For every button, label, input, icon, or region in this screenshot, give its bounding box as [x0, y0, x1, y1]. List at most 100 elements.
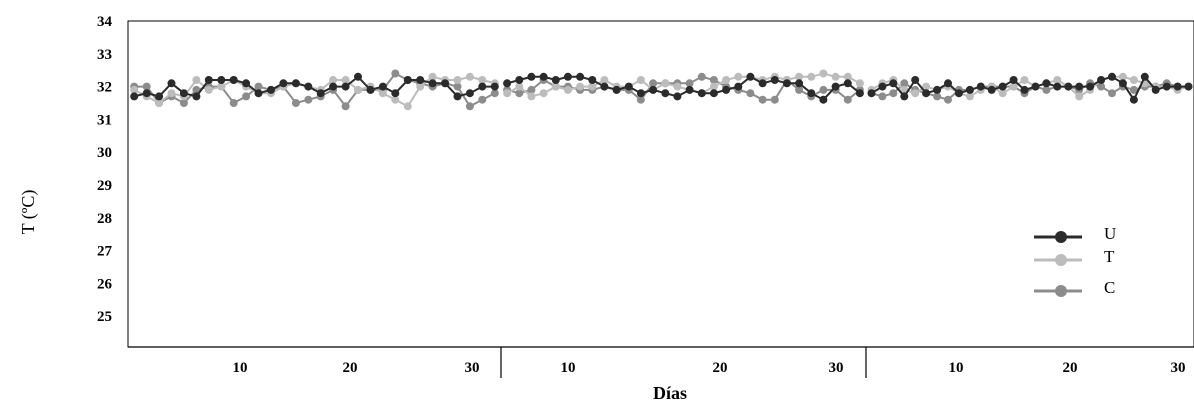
data-point [1118, 79, 1127, 88]
data-point [354, 72, 362, 81]
legend-marker [1055, 254, 1067, 266]
data-point [416, 76, 425, 84]
data-point [204, 76, 213, 84]
data-point [709, 76, 718, 84]
data-point [453, 76, 462, 84]
data-point [503, 79, 512, 88]
data-point [722, 85, 731, 94]
data-point [453, 82, 462, 91]
data-point [465, 102, 474, 111]
data-point [576, 82, 585, 91]
data-point [600, 82, 609, 91]
data-point [478, 82, 487, 91]
data-point [1108, 72, 1116, 81]
data-point [1129, 85, 1138, 94]
data-point [1053, 76, 1062, 84]
data-point [636, 76, 645, 84]
data-point [807, 72, 816, 81]
data-point [1031, 82, 1040, 91]
data-point [965, 85, 974, 94]
data-point [267, 85, 275, 94]
data-point [1053, 82, 1062, 91]
data-point [987, 85, 996, 94]
legend-marker [1055, 231, 1067, 243]
x-tick-label: 10 [233, 360, 248, 376]
legend-label: T [1104, 247, 1115, 266]
data-point [900, 92, 909, 101]
y-tick-labels: 25 26 27 28 29 30 31 32 33 34 [97, 14, 113, 325]
data-point [167, 79, 176, 88]
data-point [192, 92, 201, 101]
data-point [391, 69, 400, 78]
y-tick-label: 28 [97, 211, 112, 227]
data-point [746, 89, 755, 98]
y-tick-label: 30 [97, 145, 112, 161]
x-tick-label: 30 [465, 360, 480, 376]
series-U [130, 72, 1193, 104]
data-point [1097, 82, 1106, 91]
data-point [709, 89, 718, 98]
data-point [551, 76, 560, 84]
data-point [697, 89, 706, 98]
data-point [649, 85, 658, 94]
data-point [465, 72, 474, 81]
data-point [179, 89, 188, 98]
legend: UTC [1034, 224, 1116, 297]
data-point [1064, 82, 1073, 91]
data-point [933, 85, 942, 94]
data-point [341, 102, 350, 111]
data-point [795, 79, 804, 88]
data-point [1009, 82, 1018, 91]
data-point [490, 89, 499, 98]
data-point [685, 79, 694, 88]
legend-label: U [1104, 224, 1116, 243]
x-tick-label: 20 [713, 360, 728, 376]
data-point [889, 89, 898, 98]
data-point [1009, 76, 1018, 84]
data-point [142, 89, 151, 98]
data-point [819, 95, 828, 104]
data-point [734, 82, 743, 91]
data-point [1151, 85, 1160, 94]
data-point [1042, 79, 1051, 88]
y-tick-label: 25 [97, 309, 112, 325]
series-layer [130, 69, 1193, 111]
data-point [843, 72, 852, 81]
series-T [130, 69, 1193, 111]
data-point [142, 82, 151, 91]
data-point [291, 99, 300, 107]
data-point [911, 89, 920, 98]
x-axis-title: Días [653, 383, 687, 403]
data-point [515, 89, 524, 98]
x-tick-label: 30 [829, 360, 844, 376]
data-point [441, 79, 450, 88]
legend-marker [1055, 285, 1067, 297]
data-point [551, 82, 560, 91]
data-point [1020, 76, 1029, 84]
data-point [867, 89, 876, 98]
y-tick-label: 26 [97, 276, 113, 292]
data-point [782, 79, 791, 88]
data-point [242, 79, 251, 88]
data-point [403, 76, 412, 84]
data-point [478, 76, 487, 84]
data-point [612, 85, 621, 94]
data-point [515, 76, 524, 84]
data-point [819, 85, 828, 94]
data-point [673, 82, 682, 91]
data-point [795, 85, 804, 94]
data-point [254, 82, 263, 91]
data-point [697, 72, 706, 81]
data-point [1118, 72, 1127, 81]
data-point [155, 92, 164, 101]
data-point [130, 92, 139, 101]
data-point [1184, 82, 1193, 91]
data-point [1140, 72, 1149, 81]
data-point [515, 82, 524, 91]
x-tick-label: 30 [1171, 360, 1186, 376]
data-point [807, 89, 816, 98]
data-point [649, 79, 658, 88]
data-point [661, 79, 670, 88]
data-point [503, 89, 512, 98]
